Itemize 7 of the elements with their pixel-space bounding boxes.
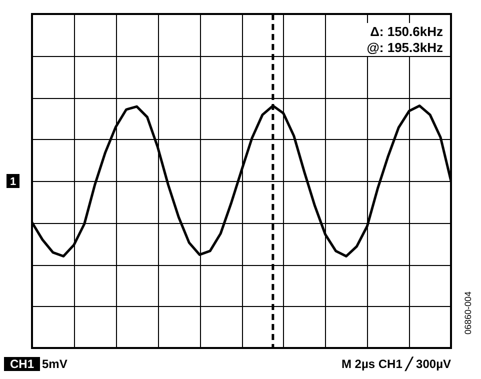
text: CH1 — [10, 357, 34, 371]
text: 06860-004 — [463, 291, 473, 335]
text: @: 195.3kHz — [366, 40, 444, 55]
text: 5mV — [42, 357, 68, 371]
text: M 2µs CH1 ╱ 300µV — [341, 356, 451, 372]
text: Δ: 150.6kHz — [370, 24, 444, 39]
text: 1 — [10, 176, 16, 188]
